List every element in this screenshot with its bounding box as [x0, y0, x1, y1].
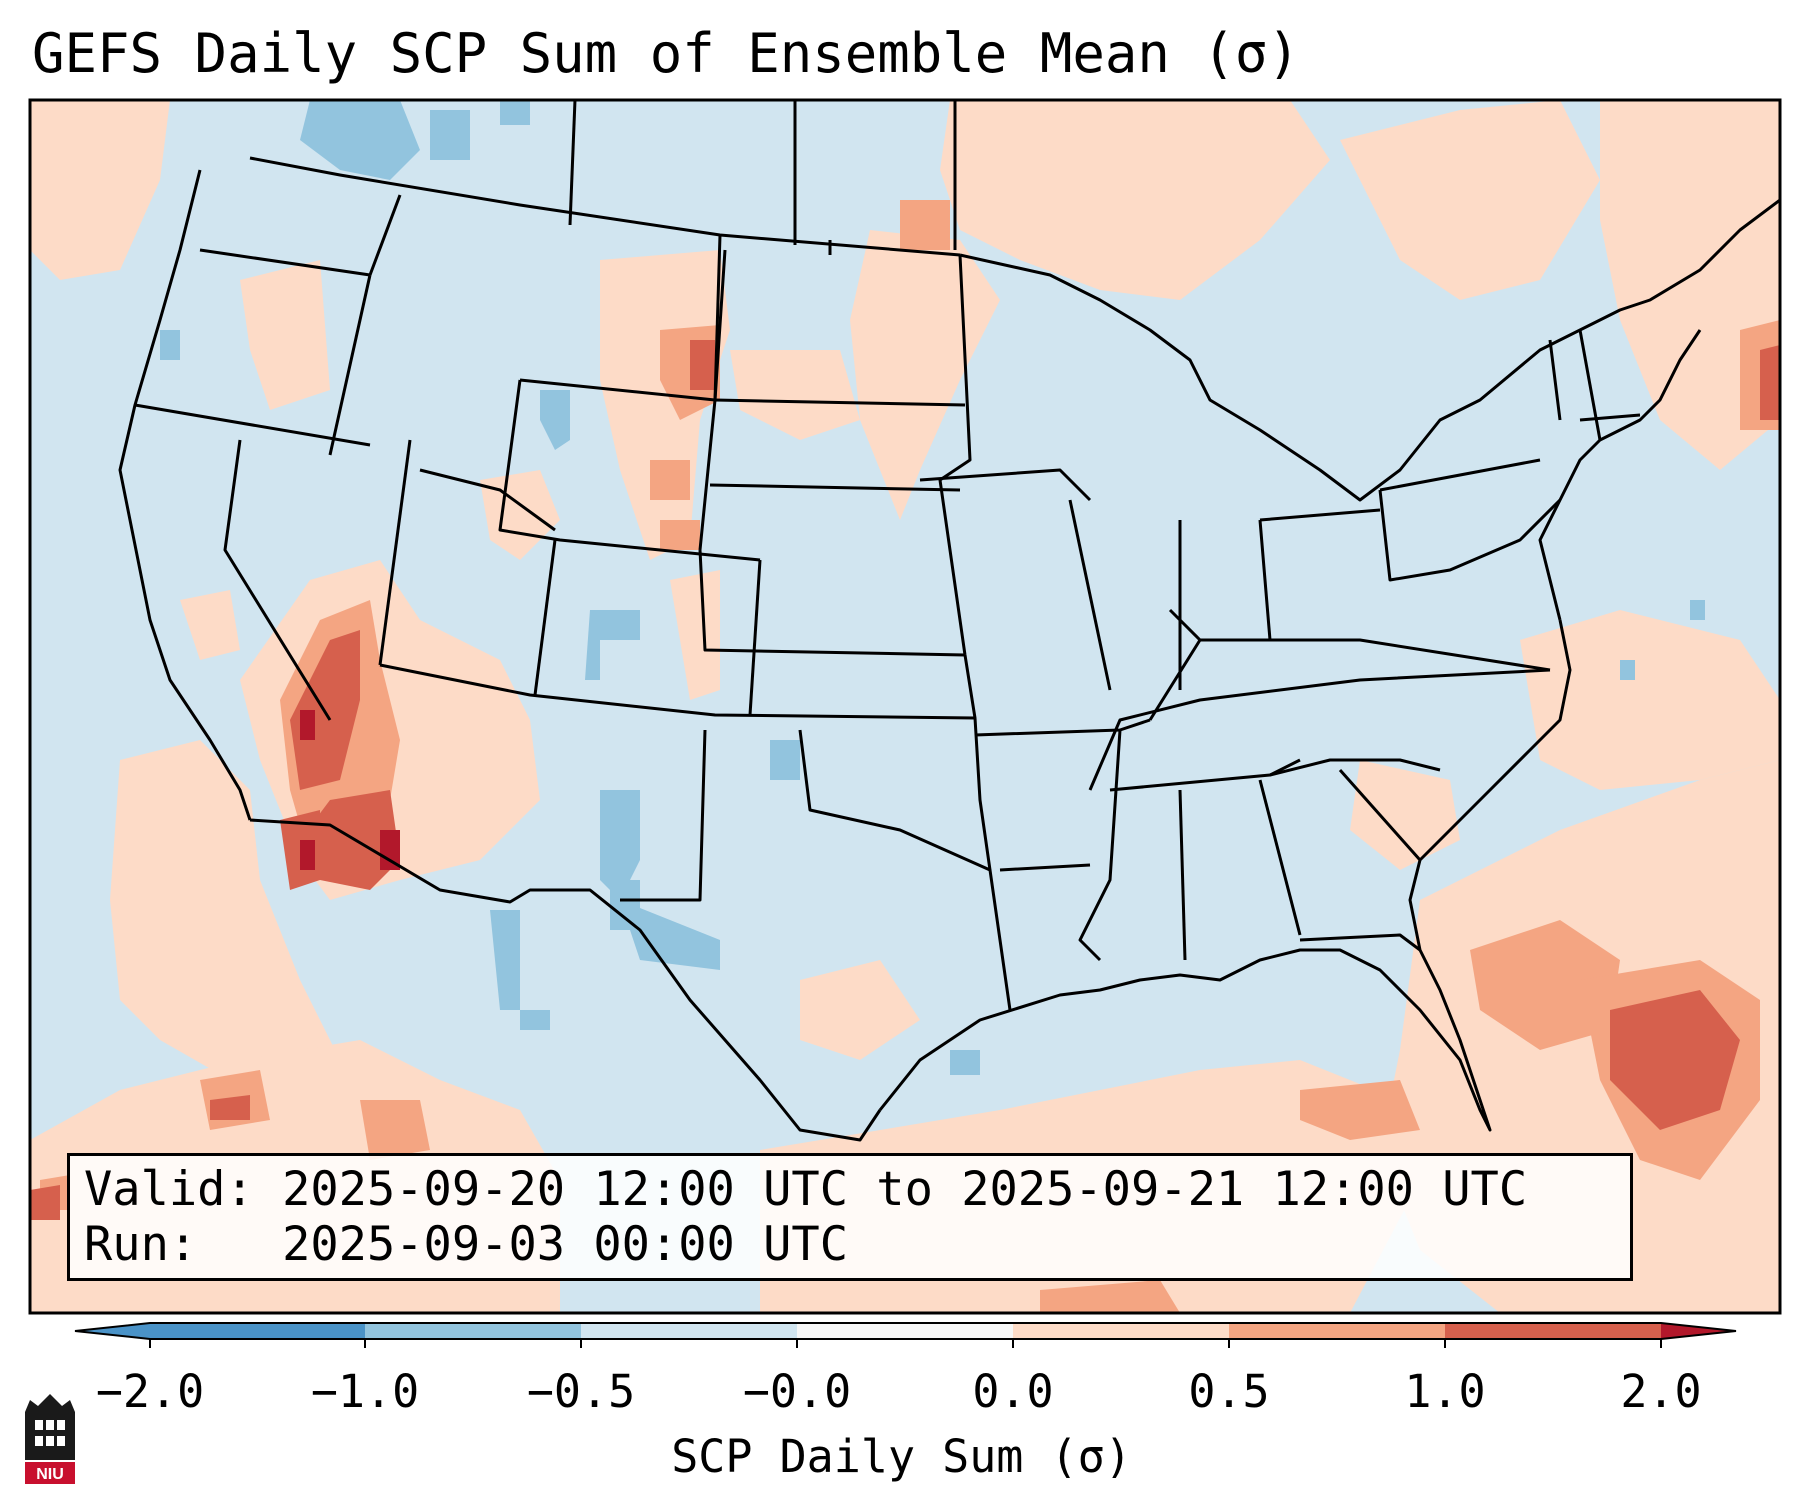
run-row: Run: 2025-09-03 00:00 UTC [84, 1217, 1630, 1272]
valid-value: 2025-09-20 12:00 UTC to 2025-09-21 12:00… [282, 1162, 1528, 1217]
colorbar-tick-label: −0.0 [742, 1365, 852, 1418]
run-value: 2025-09-03 00:00 UTC [282, 1217, 849, 1272]
west-coast [118, 169, 252, 821]
mexico-border [249, 818, 882, 1142]
colorbar-tick-label: 0.5 [1188, 1365, 1270, 1418]
canada-us-border [249, 156, 961, 257]
colorbar-bin [365, 1323, 581, 1339]
boundaries [118, 100, 1780, 1142]
colorbar-label: SCP Daily Sum (σ) [671, 1430, 1132, 1483]
colorbar-tick-label: −0.5 [526, 1365, 636, 1418]
border-east [959, 198, 1780, 502]
colorbar-bin [581, 1323, 797, 1339]
run-label: Run: [84, 1217, 198, 1272]
colorbar-bin [1013, 1323, 1229, 1339]
gulf-atlantic-coast [878, 619, 1572, 1132]
colorbar-extend-high [1661, 1323, 1736, 1339]
niu-logo: NIU [25, 1394, 75, 1484]
scp-field [30, 100, 1780, 1313]
valid-info-box: Valid: 2025-09-20 12:00 UTC to 2025-09-2… [67, 1153, 1633, 1281]
east-coast [1538, 329, 1702, 621]
colorbar-tick-label: 1.0 [1404, 1365, 1486, 1418]
colorbar-tick-label: −1.0 [310, 1365, 420, 1418]
colorbar-extend-low [75, 1323, 150, 1339]
svg-text:NIU: NIU [36, 1466, 64, 1483]
valid-row: Valid: 2025-09-20 12:00 UTC to 2025-09-2… [84, 1162, 1630, 1217]
field-medium-negative [160, 100, 1705, 1075]
colorbar-tick-label: −2.0 [95, 1365, 205, 1418]
colorbar-bin [1229, 1323, 1445, 1339]
colorbar-bin [797, 1323, 1013, 1339]
colorbar [74, 1322, 1737, 1348]
colorbar-tick-label: 2.0 [1620, 1365, 1702, 1418]
colorbar-bin [1445, 1323, 1661, 1339]
colorbar-tick-label: 0.0 [972, 1365, 1054, 1418]
field-extreme-positive [300, 710, 400, 870]
map-frame [28, 98, 1782, 1315]
colorbar-bin [150, 1323, 365, 1339]
valid-label: Valid: [84, 1162, 254, 1217]
chart-title: GEFS Daily SCP Sum of Ensemble Mean (σ) [32, 22, 1300, 85]
